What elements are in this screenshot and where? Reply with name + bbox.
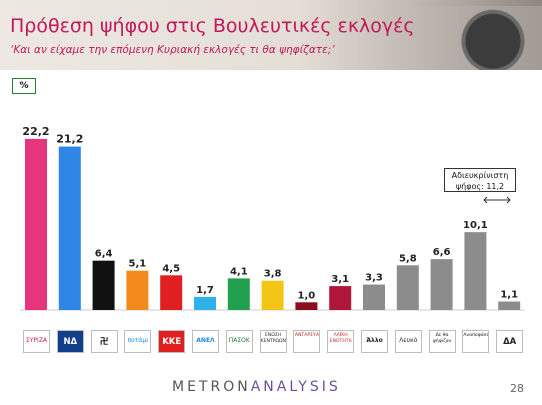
- legend-item-8: ΕΝΩΣΗ ΚΕΝΤΡΩΩΝ: [259, 330, 287, 353]
- legend-item-7: ΠΑΣΟΚ: [225, 330, 253, 353]
- legend-item-label: ΔΑ: [503, 337, 517, 347]
- legend-item-label: ΑΝΤΑΡΣΥΑ: [294, 333, 319, 338]
- undecided-annotation-line1: Αδιευκρίνιστη: [451, 171, 509, 180]
- double-arrow-icon: [483, 196, 511, 204]
- bar-value-label-13: 6,6: [433, 247, 451, 258]
- bar-value-label-6: 1,7: [196, 285, 214, 296]
- legend-item-label: ΑΝΕΛ: [196, 337, 215, 344]
- legend-item-label: ΕΝΩΣΗ ΚΕΝΤΡΩΩΝ: [260, 333, 286, 345]
- bar-value-label-1: 22,2: [22, 125, 49, 138]
- slide-header: Πρόθεση ψήφου στις Βουλευτικές εκλογές ‘…: [0, 0, 542, 70]
- bar-1: [25, 138, 47, 310]
- legend-item-12: Λευκό: [394, 330, 422, 353]
- bar-15: [498, 301, 521, 310]
- legend-item-5: ΚΚΕ: [158, 330, 186, 353]
- bar-4: [126, 270, 149, 310]
- bar-value-label-14: 10,1: [463, 220, 488, 231]
- legend-item-1: ΣΥΡΙΖΑ: [23, 330, 50, 353]
- legend-item-6: ΑΝΕΛ: [192, 330, 219, 353]
- bar-5: [160, 275, 183, 310]
- brand-part-2: ANALYSIS: [250, 379, 341, 395]
- bar-value-label-9: 1,0: [298, 290, 316, 301]
- legend-item-2: ΝΔ: [56, 330, 84, 353]
- bar-3: [92, 260, 115, 310]
- bar-13: [430, 259, 453, 310]
- legend-item-label: ποτάμι: [127, 337, 149, 344]
- legend-item-4: ποτάμι: [124, 330, 152, 353]
- bar-7: [227, 278, 250, 310]
- bar-value-label-11: 3,3: [365, 273, 383, 284]
- legend-item-label: 卍: [99, 337, 109, 347]
- legend-item-9: ΑΝΤΑΡΣΥΑ: [293, 330, 321, 353]
- slide-title: Πρόθεση ψήφου στις Βουλευτικές εκλογές: [10, 15, 415, 37]
- brand-part-1: METRON: [172, 379, 251, 395]
- legend-item-14: Αναποφάσιστοι: [462, 330, 490, 353]
- bar-value-label-7: 4,1: [230, 266, 248, 277]
- legend-item-label: ΝΔ: [63, 337, 78, 347]
- legend-item-15: ΔΑ: [496, 330, 524, 353]
- undecided-annotation: Αδιευκρίνιστη ψήφος: 11,2: [444, 168, 516, 192]
- header-decoration: [367, 6, 542, 70]
- legend-item-label: Λευκό: [399, 337, 418, 344]
- bar-value-label-8: 3,8: [264, 269, 282, 280]
- legend-item-11: Άλλο: [361, 330, 388, 353]
- bar-14: [464, 232, 487, 310]
- slide-subtitle: ‘Και αν είχαμε την επόμενη Κυριακή εκλογ…: [10, 44, 335, 56]
- legend-item-10: ΛΑΪΚΗ ΕΝΟΤΗΤΑ: [327, 330, 355, 353]
- bar-9: [295, 302, 318, 310]
- bar-6: [194, 296, 216, 310]
- bar-2: [58, 146, 81, 310]
- bar-12: [396, 265, 419, 310]
- bar-value-label-4: 5,1: [129, 259, 147, 270]
- bar-value-label-10: 3,1: [331, 274, 349, 285]
- unit-label: %: [12, 78, 36, 94]
- legend-item-label: ΣΥΡΙΖΑ: [25, 337, 48, 344]
- page-number: 28: [510, 382, 524, 395]
- legend-item-label: Δε θα ψήφιζαν: [432, 333, 452, 345]
- legend-item-3: 卍: [90, 330, 118, 353]
- legend-item-label: ΠΑΣΟΚ: [228, 337, 250, 344]
- bar-value-label-12: 5,8: [399, 253, 417, 264]
- bar-8: [261, 280, 284, 310]
- legend-item-label: ΛΑΪΚΗ ΕΝΟΤΗΤΑ: [329, 333, 352, 345]
- bar-value-label-5: 4,5: [162, 263, 180, 274]
- legend-item-label: Αναποφάσιστοι: [463, 333, 489, 338]
- legend-item-13: Δε θα ψήφιζαν: [428, 330, 456, 353]
- vote-intention-bar-chart: 22,2 21,2 6,4 5,1 4,5 1,7 4,1 3,8 1,0 3,1 3,3 5,8 6,…: [20, 125, 525, 311]
- undecided-annotation-line2: ψήφος: 11,2: [455, 182, 505, 191]
- bar-value-label-15: 1,1: [500, 290, 518, 301]
- bar-10: [329, 286, 352, 310]
- bar-value-label-3: 6,4: [95, 249, 113, 260]
- brand-logo: METRONANALYSIS: [172, 379, 341, 395]
- legend-item-label: ΚΚΕ: [162, 337, 182, 347]
- legend-item-label: Άλλο: [366, 337, 383, 344]
- bar-11: [363, 284, 385, 310]
- bar-value-label-2: 21,2: [56, 133, 83, 146]
